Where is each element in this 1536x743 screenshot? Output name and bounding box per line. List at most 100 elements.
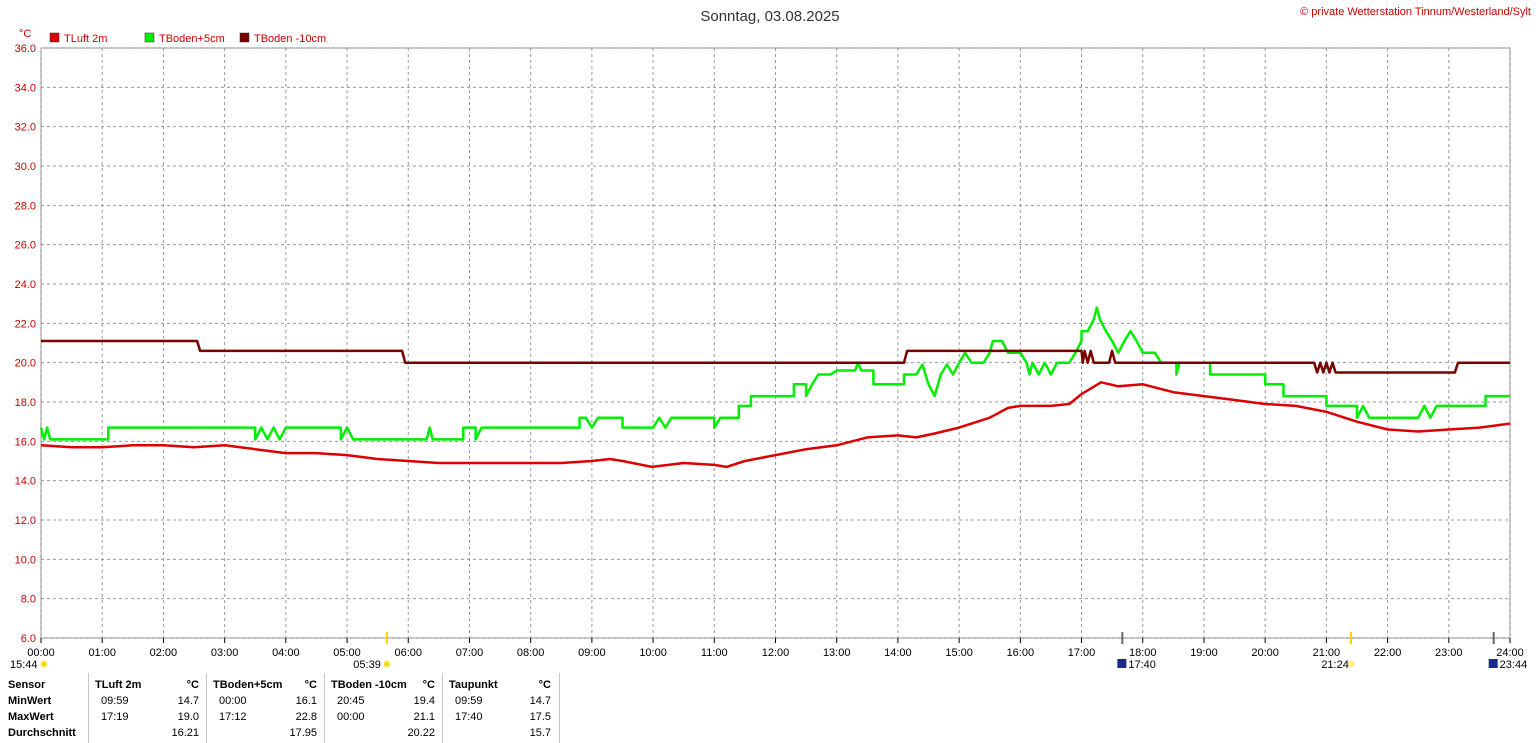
stats-col-unit: °C (422, 679, 435, 691)
moon-icon (1488, 659, 1498, 668)
stats-row-max: MaxWert (8, 711, 54, 723)
stats-row-min: MinWert (8, 695, 52, 707)
stats-column-tboden5: TBoden+5cm °C 00:00 16.1 17:12 22.8 17.9… (206, 673, 325, 743)
y-tick-label: 8.0 (21, 594, 36, 606)
stats-avg-value: 17.95 (289, 727, 317, 739)
stats-max-time: 00:00 (337, 711, 365, 723)
series-line (39, 306, 1510, 441)
x-tick-label: 08:00 (517, 647, 545, 659)
sunset-icon (1347, 660, 1355, 668)
legend-label: TBoden+5cm (159, 33, 225, 45)
y-tick-label: 28.0 (15, 200, 36, 212)
marker-label-sunrise: 05:39 (353, 659, 381, 671)
x-tick-label: 02:00 (150, 647, 178, 659)
stats-header-sensor: Sensor (8, 679, 46, 691)
series-line (40, 381, 1511, 469)
marker-label-moon: 17:40 (1128, 659, 1156, 671)
stats-max-value: 22.8 (295, 711, 317, 723)
temperature-chart: Sonntag, 03.08.2025 © private Wetterstat… (10, 6, 1531, 671)
stats-min-value: 14.7 (177, 695, 199, 707)
y-tick-label: 36.0 (15, 43, 36, 55)
x-tick-label: 10:00 (639, 647, 667, 659)
x-tick-label: 00:00 (27, 647, 55, 659)
x-tick-label: 11:00 (701, 647, 728, 659)
x-tick-label: 22:00 (1374, 647, 1402, 659)
stats-avg-value: 16.21 (171, 727, 199, 739)
stats-min-time: 09:59 (101, 695, 129, 707)
sun-moon-markers: 15:44 05:39 17:40 21:24 23:44 (10, 632, 1527, 671)
x-tick-label: 18:00 (1129, 647, 1157, 659)
x-tick-label: 04:00 (272, 647, 300, 659)
stats-column-tluft: TLuft 2m °C 09:59 14.7 17:19 19.0 16.21 (88, 673, 207, 743)
y-tick-label: 30.0 (15, 161, 36, 173)
chart-title: Sonntag, 03.08.2025 (700, 8, 839, 25)
x-tick-label: 19:00 (1190, 647, 1218, 659)
stats-col-name: TLuft 2m (95, 679, 142, 691)
y-tick-label: 34.0 (15, 82, 36, 94)
copyright-text: © private Wetterstation Tinnum/Westerlan… (1300, 6, 1531, 18)
x-tick-label: 13:00 (823, 647, 851, 659)
x-tick-label: 14:00 (884, 647, 912, 659)
stats-col-name: Taupunkt (449, 679, 498, 691)
stats-col-name: TBoden -10cm (331, 679, 407, 691)
x-tick-label: 06:00 (394, 647, 422, 659)
grid-lines (40, 47, 1511, 639)
legend-label: TLuft 2m (64, 33, 107, 45)
y-tick-label: 10.0 (15, 554, 36, 566)
x-tick-label: 01:00 (88, 647, 116, 659)
stats-col-unit: °C (304, 679, 317, 691)
moon-icon (1117, 659, 1127, 668)
stats-min-time: 09:59 (455, 695, 483, 707)
sunrise-icon (383, 661, 390, 667)
marker-label-start: 15:44 (10, 659, 38, 671)
stats-max-time: 17:19 (101, 711, 129, 723)
y-tick-label: 18.0 (15, 397, 36, 409)
stats-max-value: 17.5 (529, 711, 551, 723)
legend-label: TBoden -10cm (254, 33, 326, 45)
stats-min-time: 20:45 (337, 695, 365, 707)
marker-label-sunset: 21:24 (1321, 659, 1349, 671)
stats-max-value: 21.1 (413, 711, 435, 723)
x-tick-label: 09:00 (578, 647, 606, 659)
x-tick-label: 21:00 (1313, 647, 1341, 659)
statistics-table: Sensor MinWert MaxWert Durchschnitt TLuf… (0, 673, 562, 743)
stats-min-time: 00:00 (219, 695, 247, 707)
x-tick-label: 03:00 (211, 647, 239, 659)
sun-icon (41, 661, 47, 667)
stats-max-time: 17:12 (219, 711, 247, 723)
y-tick-label: 32.0 (15, 122, 36, 134)
y-tick-label: 6.0 (21, 633, 36, 645)
x-tick-label: 16:00 (1007, 647, 1035, 659)
stats-column-tboden10: TBoden -10cm °C 20:45 19.4 00:00 21.1 20… (324, 673, 443, 743)
stats-avg-value: 20.22 (407, 727, 435, 739)
series-line (41, 339, 1510, 374)
legend: TLuft 2m TBoden+5cm TBoden -10cm (49, 32, 326, 45)
marker-label-moon2: 23:44 (1500, 659, 1528, 671)
y-tick-label: 20.0 (15, 358, 36, 370)
x-tick-label: 17:00 (1068, 647, 1096, 659)
y-tick-label: 14.0 (15, 476, 36, 488)
x-tick-label: 23:00 (1435, 647, 1463, 659)
x-tick-label: 12:00 (762, 647, 790, 659)
legend-swatch (144, 32, 155, 43)
x-tick-label: 15:00 (945, 647, 973, 659)
stats-label-column: Sensor MinWert MaxWert Durchschnitt (0, 673, 88, 743)
stats-min-value: 14.7 (529, 695, 551, 707)
x-tick-label: 24:00 (1496, 647, 1524, 659)
y-tick-label: 26.0 (15, 240, 36, 252)
y-axis: 6.0 8.0 10.0 12.0 14.0 16.0 18.0 20.0 22.0 24.0 26… (15, 43, 36, 645)
x-tick-label: 07:00 (456, 647, 484, 659)
stats-col-unit: °C (538, 679, 551, 691)
stats-avg-value: 15.7 (529, 727, 551, 739)
y-axis-unit: °C (19, 28, 31, 40)
series-lines (39, 306, 1511, 469)
stats-row-avg: Durchschnitt (8, 727, 76, 739)
stats-max-time: 17:40 (455, 711, 483, 723)
y-tick-label: 24.0 (15, 279, 36, 291)
y-tick-label: 12.0 (15, 515, 36, 527)
x-tick-label: 05:00 (333, 647, 361, 659)
legend-swatch (239, 32, 250, 43)
stats-col-name: TBoden+5cm (213, 679, 283, 691)
stats-min-value: 19.4 (413, 695, 435, 707)
stats-min-value: 16.1 (295, 695, 317, 707)
